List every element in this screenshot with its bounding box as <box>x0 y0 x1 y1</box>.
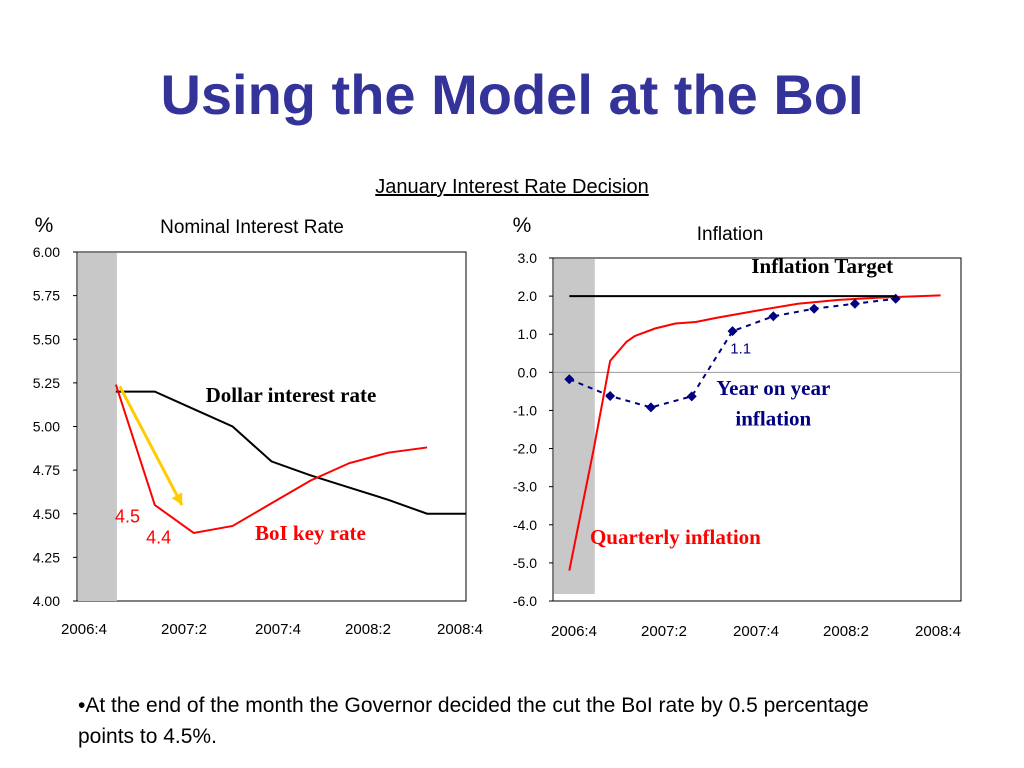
chart1-cut-arrow-shaft <box>118 385 184 506</box>
chart2-series-year-on-year-inflation-marker <box>686 391 697 402</box>
chart2-x-tick-label: 2007:4 <box>733 623 779 640</box>
chart2-annotation: Quarterly inflation <box>590 525 761 549</box>
note-text: •At the end of the month the Governor de… <box>78 694 869 748</box>
chart1-y-tick-label: 6.00 <box>33 244 60 260</box>
chart2-y-tick-label: -1.0 <box>513 402 537 418</box>
chart1-x-tick-label: 2006:4 <box>61 621 107 638</box>
chart1-y-tick-label: 4.50 <box>33 506 60 522</box>
chart1-shaded-region <box>78 253 117 601</box>
chart2-series-year-on-year-inflation-marker <box>645 402 656 413</box>
chart2-y-tick-label: 2.0 <box>518 288 538 304</box>
chart2-x-tick-label: 2006:4 <box>551 623 597 640</box>
chart1-y-tick-label: 5.25 <box>33 375 60 391</box>
chart1-y-unit-label: % <box>35 214 54 237</box>
chart2-annotation: Year on year <box>716 376 830 400</box>
chart1-y-tick-label: 5.75 <box>33 288 60 304</box>
chart2-shaded-region <box>554 259 595 594</box>
chart2-annotation: 1.1 <box>730 340 751 357</box>
chart2-plot-frame <box>552 257 962 602</box>
chart2-series-year-on-year-inflation-marker <box>605 390 616 401</box>
chart1-y-tick-label: 5.00 <box>33 419 60 435</box>
chart2-series-year-on-year-inflation-marker <box>809 303 820 314</box>
chart1-y-tick-label: 5.50 <box>33 331 60 347</box>
chart1-x-tick-label: 2008:4 <box>437 621 483 638</box>
chart1-plot-frame <box>76 251 467 602</box>
chart2-title: Inflation <box>697 224 764 245</box>
chart1-x-tick-label: 2008:2 <box>345 621 391 638</box>
chart1-annotation: Dollar interest rate <box>206 383 377 407</box>
chart1-x-tick-label: 2007:4 <box>255 621 301 638</box>
chart2-series-quarterly-inflation-line <box>568 294 941 571</box>
chart2-y-tick-label: -3.0 <box>513 479 537 495</box>
chart1-y-tick-label: 4.25 <box>33 549 60 565</box>
chart1-series-boi-key-rate-line <box>114 384 428 535</box>
chart2-y-tick-label: -6.0 <box>513 593 537 609</box>
slide-title: Using the Model at the BoI <box>160 63 864 126</box>
chart2-x-tick-label: 2008:2 <box>823 623 869 640</box>
chart1-annotation: BoI key rate <box>255 521 366 545</box>
chart2-series-year-on-year-inflation-marker <box>564 374 575 385</box>
chart1-title: Nominal Interest Rate <box>160 217 344 238</box>
chart2-y-tick-label: 0.0 <box>518 364 538 380</box>
chart2-y-tick-label: 3.0 <box>518 250 538 266</box>
chart2-y-tick-label: 1.0 <box>518 326 538 342</box>
chart2-x-tick-label: 2007:2 <box>641 623 687 640</box>
chart1-annotation: 4.4 <box>146 527 171 547</box>
chart2-y-tick-label: -5.0 <box>513 555 537 571</box>
chart2-series-year-on-year-inflation-marker <box>768 311 779 322</box>
chart1-annotation: 4.5 <box>115 506 140 526</box>
chart1-x-tick-label: 2007:2 <box>161 621 207 638</box>
charts-canvas: 4.00 4.25 4.50 4.75 5.00 5.25 5.50 5.75 6.00 2006… <box>33 214 962 640</box>
chart1-y-tick-label: 4.75 <box>33 462 60 478</box>
chart-subtitle: January Interest Rate Decision <box>375 176 649 198</box>
chart2-series-year-on-year-inflation-marker <box>849 298 860 309</box>
chart1-series-dollar-interest-rate-line <box>115 390 466 515</box>
chart2-x-tick-label: 2008:4 <box>915 623 961 640</box>
chart2-series-year-on-year-inflation-marker <box>727 326 738 337</box>
chart2-y-tick-label: -2.0 <box>513 441 537 457</box>
chart2-y-tick-label: -4.0 <box>513 517 537 533</box>
chart1-cut-arrow-head <box>171 492 183 506</box>
chart2-annotation: inflation <box>735 407 811 431</box>
chart2-y-unit-label: % <box>513 214 532 237</box>
chart2-annotation: Inflation Target <box>751 254 893 278</box>
chart1-y-tick-label: 4.00 <box>33 593 60 609</box>
